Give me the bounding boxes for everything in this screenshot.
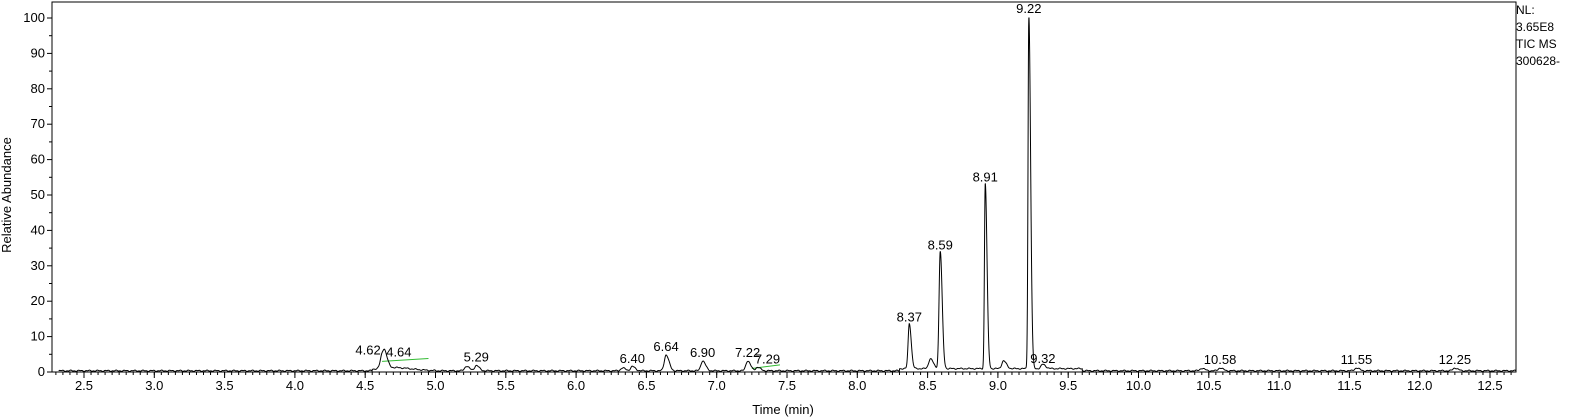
peak-label: 8.59	[928, 237, 953, 252]
y-tick-label: 70	[31, 116, 45, 131]
x-tick-label: 5.0	[426, 378, 444, 393]
y-tick-label: 40	[31, 222, 45, 237]
x-tick-label: 7.0	[708, 378, 726, 393]
file-name: 300628-	[1516, 54, 1561, 68]
x-tick-label: 10.5	[1196, 378, 1221, 393]
x-tick-label: 2.5	[75, 378, 93, 393]
peak-label: 10.58	[1204, 352, 1237, 367]
y-axis-title: Relative Abundance	[0, 137, 14, 253]
y-tick-label: 80	[31, 81, 45, 96]
x-tick-label: 4.5	[356, 378, 374, 393]
y-tick-label: 100	[23, 10, 45, 25]
nl-label: NL:	[1516, 3, 1535, 17]
x-tick-label: 6.5	[637, 378, 655, 393]
peak-label: 11.55	[1341, 352, 1373, 367]
x-axis-title: Time (min)	[752, 402, 814, 417]
integration-baseline	[382, 358, 429, 362]
y-tick-label: 20	[31, 293, 45, 308]
baseline-markers	[382, 358, 781, 369]
y-tick-label: 50	[31, 187, 45, 202]
x-axis: 2.5 3.0 3.5 4.0 4.5 5.0 5.5 6.0 6.5 7.0 7.5 8.0 8.5 9…	[55, 372, 1512, 393]
peak-label: 7.29	[755, 351, 780, 366]
x-tick-label: 8.5	[919, 378, 937, 393]
x-tick-label: 3.5	[216, 378, 234, 393]
peak-labels: 4.62 4.64 5.29 6.40 6.64 6.90 7.227.29 8.37 8.59…	[355, 1, 1471, 367]
y-tick-label: 10	[31, 329, 45, 344]
x-tick-label: 3.0	[145, 378, 163, 393]
scan-type: TIC MS	[1516, 37, 1557, 51]
peak-label: 12.25	[1439, 352, 1472, 367]
scan-info-panel: NL: 3.65E8 TIC MS 300628-	[1516, 2, 1573, 70]
plot-area-border	[51, 1, 1517, 373]
y-axis: 0 10 20 30 40 50 60 70 80 90 100	[23, 10, 52, 379]
peak-label: 8.91	[973, 170, 998, 185]
y-tick-label: 90	[31, 45, 45, 60]
tic-trace	[58, 17, 1517, 372]
y-tick-label: 0	[38, 364, 45, 379]
x-tick-label: 11.0	[1267, 378, 1291, 393]
x-tick-label: 10.0	[1126, 378, 1151, 393]
x-tick-label: 12.0	[1407, 378, 1432, 393]
nl-value: 3.65E8	[1516, 20, 1555, 34]
peak-label: 4.62	[355, 343, 380, 358]
peak-label: 4.64	[386, 344, 411, 359]
peak-label: 9.22	[1016, 1, 1041, 16]
x-tick-label: 4.0	[286, 378, 304, 393]
peak-label: 6.40	[620, 351, 645, 366]
peak-label: 8.37	[897, 310, 922, 325]
peak-label: 9.32	[1030, 351, 1055, 366]
x-tick-label: 8.0	[848, 378, 866, 393]
peak-label: 5.29	[464, 350, 489, 365]
x-tick-label: 12.5	[1477, 378, 1502, 393]
y-tick-label: 30	[31, 258, 45, 273]
peak-label: 6.90	[690, 345, 715, 360]
x-tick-label: 11.5	[1337, 378, 1361, 393]
x-tick-label: 7.5	[778, 378, 796, 393]
x-tick-label: 9.0	[989, 378, 1007, 393]
peak-label: 6.64	[653, 339, 678, 354]
x-tick-label: 6.0	[567, 378, 585, 393]
x-tick-label: 9.5	[1059, 378, 1077, 393]
peak-label: 7.22	[735, 345, 760, 360]
x-tick-label: 5.5	[497, 378, 515, 393]
y-tick-label: 60	[31, 152, 45, 167]
